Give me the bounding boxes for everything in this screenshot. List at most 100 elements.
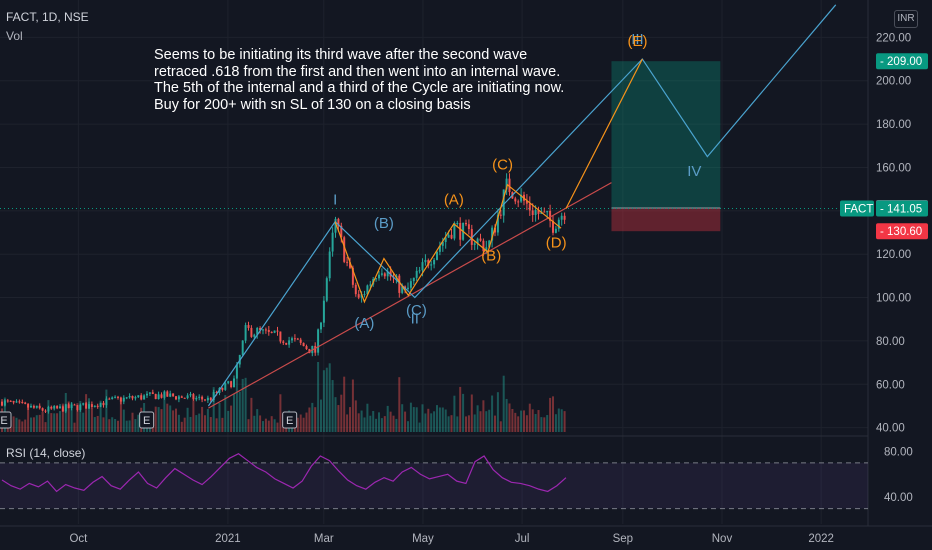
volume-bar — [122, 409, 125, 432]
candle-body — [93, 405, 96, 407]
candle-body — [534, 210, 537, 215]
volume-bar — [392, 415, 395, 432]
wave-label: (B) — [481, 248, 501, 265]
symbol-title[interactable]: FACT, 1D, NSE — [6, 10, 89, 24]
candle-body — [279, 331, 282, 342]
volume-bar — [270, 416, 273, 432]
candle-body — [505, 178, 508, 190]
volume-bar — [438, 407, 441, 432]
volume-bar — [528, 403, 531, 432]
candle-body — [177, 396, 180, 400]
candle-body — [12, 400, 15, 403]
candle-body — [18, 401, 21, 403]
candle-body — [502, 189, 505, 216]
volume-bar — [421, 404, 424, 432]
candle-body — [366, 285, 369, 295]
candle-body — [206, 397, 209, 401]
candle-body — [270, 331, 273, 333]
volume-bar — [470, 394, 473, 432]
candle-body — [128, 396, 131, 398]
candle-body — [212, 392, 215, 401]
candle-body — [369, 284, 372, 286]
candle-body — [151, 392, 154, 394]
projection-path — [565, 58, 643, 209]
candle-body — [209, 397, 212, 401]
currency-badge[interactable]: INR — [894, 10, 918, 28]
volume-bar — [409, 402, 412, 432]
candle-body — [32, 405, 35, 408]
candle-body — [9, 400, 12, 402]
volume-bar — [491, 395, 494, 432]
volume-bar — [363, 417, 366, 432]
candle-body — [102, 402, 105, 406]
volume-bar — [224, 395, 227, 432]
candle-body — [351, 267, 354, 285]
candle-body — [282, 341, 285, 343]
candle-body — [27, 403, 30, 408]
candle-body — [436, 251, 438, 260]
volume-bar — [430, 413, 433, 432]
candle-body — [67, 404, 70, 409]
candle-body — [447, 234, 450, 238]
volume-bar — [227, 410, 230, 432]
wave-label: (E) — [627, 33, 647, 50]
candle-body — [157, 394, 160, 400]
candle-body — [117, 396, 119, 398]
volume-bar — [218, 402, 221, 432]
volume-bar — [264, 418, 267, 432]
candle-body — [47, 406, 50, 412]
candle-body — [64, 404, 67, 412]
candle-body — [259, 327, 262, 331]
candle-body — [264, 329, 267, 331]
candle-body — [337, 218, 340, 226]
earnings-box — [0, 411, 12, 429]
volume-bar — [273, 419, 276, 432]
earnings-letter: E — [286, 415, 293, 427]
candle-body — [256, 327, 259, 335]
earnings-letter: E — [143, 415, 150, 427]
volume-bar — [41, 411, 44, 432]
volume-bar — [349, 407, 351, 432]
candle-body — [146, 393, 148, 396]
volume-bar — [346, 414, 349, 432]
candle-body — [360, 294, 363, 298]
candle-body — [273, 330, 276, 333]
volume-bar — [299, 414, 302, 432]
volume-bar — [56, 413, 59, 432]
candle-body — [514, 198, 517, 202]
volume-bar — [320, 399, 322, 432]
price-tick: 220.00 — [876, 32, 911, 44]
candle-body — [531, 210, 534, 215]
candle-body — [340, 225, 343, 238]
candle-body — [122, 397, 125, 402]
primary-wave-path — [207, 4, 837, 407]
candle-body — [409, 281, 412, 288]
volume-bar — [15, 417, 18, 432]
candle-body — [195, 397, 198, 400]
candle-body — [82, 403, 85, 405]
candle-body — [105, 398, 108, 406]
volume-bar — [499, 421, 502, 432]
volume-bar — [412, 407, 415, 432]
candle-body — [241, 340, 244, 355]
candle-body — [50, 406, 53, 409]
volume-bar — [160, 409, 163, 432]
volume-bar — [117, 420, 119, 432]
candle-body — [560, 215, 563, 220]
rsi-line — [1, 453, 567, 493]
volume-bar — [53, 413, 56, 432]
candle-body — [96, 405, 99, 407]
volume-bar — [12, 416, 15, 432]
volume-bar — [465, 416, 467, 432]
volume-bar — [496, 392, 499, 432]
volume-bar — [195, 415, 198, 432]
candle-body — [563, 215, 566, 220]
candle-body — [325, 278, 328, 301]
candle-body — [140, 395, 143, 400]
candle-body — [476, 238, 479, 244]
candle-body — [346, 261, 349, 263]
candle-body — [421, 262, 424, 271]
volume-bar — [128, 420, 131, 432]
candle-body — [465, 222, 467, 225]
